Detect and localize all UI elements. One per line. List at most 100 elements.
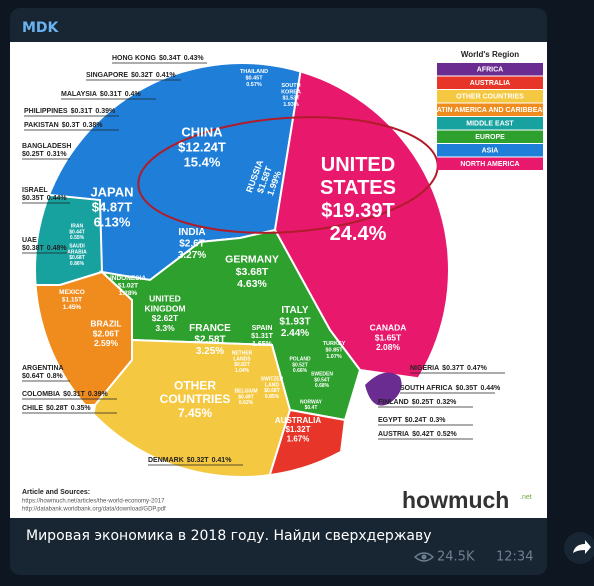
legend-swatch <box>437 117 543 130</box>
country-text: $2.06T <box>93 328 120 338</box>
brand-suffix: .net <box>520 494 532 501</box>
gdp-share: 0.35% <box>71 405 92 412</box>
country-text: CHINA <box>181 124 223 139</box>
country-text: $0.49T <box>238 394 254 400</box>
country-text: 0.86% <box>70 261 85 267</box>
country-text: STATES <box>320 177 396 199</box>
callout-label: ISRAEL <box>22 187 48 194</box>
country-text: $2.62T <box>152 313 179 323</box>
country-name: BANGLADESH <box>22 143 71 150</box>
gdp-value: $0.31T <box>100 91 123 98</box>
country-text: AUSTRALIA <box>275 416 321 425</box>
australia-shape <box>260 408 347 476</box>
country-text: TURKEY <box>323 341 346 347</box>
gdp-value: $0.35T <box>22 195 45 202</box>
country-text: 4.63% <box>237 278 267 290</box>
gdp-value: $0.35T <box>456 385 479 392</box>
country-text: COUNTRIES <box>160 392 231 406</box>
gdp-value: $0.32T <box>131 72 154 79</box>
legend-label: AUSTRALIA <box>470 80 510 87</box>
country-text: $0.45T <box>245 75 263 81</box>
country-text: FRANCE <box>189 323 231 334</box>
gdp-value: $0.38T <box>22 245 45 252</box>
country-text: $1.53T <box>282 96 300 102</box>
gdp-share: 0.52% <box>437 431 458 438</box>
country-text: SWEDEN <box>311 372 333 378</box>
gdp-value: $0.34T <box>159 55 182 62</box>
gdp-share: 0.39% <box>95 108 116 115</box>
country-label: INDIA$2.6T3.27% <box>178 227 206 261</box>
gdp-share: 0.48% <box>47 245 68 252</box>
africa-shape <box>365 372 402 406</box>
gdp-share: 0.31% <box>47 151 68 158</box>
legend-swatch <box>437 90 543 103</box>
gdp-value: $0.24T <box>405 417 428 424</box>
gdp-value: $0.42T <box>412 431 435 438</box>
views: 24.5K <box>437 550 475 565</box>
callout-label: EGYPT $0.24T 0.3% <box>378 417 446 424</box>
legend-label: EUROPE <box>475 134 505 141</box>
callout-label: DENMARK $0.32T 0.41% <box>148 457 232 464</box>
country-text: 7.45% <box>178 406 212 420</box>
callout-label: NIGERIA $0.37T 0.47% <box>410 365 488 372</box>
country-text: BELGIUM <box>234 389 257 395</box>
callout-label: $0.25T 0.31% <box>22 151 67 158</box>
country-text: NORWAY <box>300 399 323 405</box>
gdp-share: 0.8% <box>47 373 64 380</box>
country-text: 0.55% <box>70 235 85 241</box>
country-name: EGYPT <box>378 417 402 424</box>
country-text: 0.68% <box>315 383 330 389</box>
country-name: NIGERIA <box>410 365 439 372</box>
channel-name[interactable]: MDK <box>22 20 60 36</box>
callout-label: ARGENTINA <box>22 365 64 372</box>
country-text: 3.3% <box>155 323 175 333</box>
gdp-share: 0.38% <box>83 122 104 129</box>
gdp-share: 0.44% <box>480 385 501 392</box>
legend-label: AFRICA <box>477 66 503 73</box>
country-name: SOUTH AFRICA <box>400 385 453 392</box>
gdp-value: $0.25T <box>22 151 45 158</box>
country-text: $1.15T <box>62 297 82 304</box>
callout-label: HONG KONG $0.34T 0.43% <box>112 55 204 62</box>
callout-label: PAKISTAN $0.3T 0.38% <box>24 122 103 129</box>
country-text: $19.39T <box>321 200 394 222</box>
gdp-value: $0.3T <box>62 122 81 129</box>
gdp-share: 0.44% <box>47 195 68 202</box>
country-text: 1.04% <box>235 368 250 374</box>
caption: Мировая экономика в 2018 году. Найди све… <box>26 528 432 544</box>
country-text: ITALY <box>281 305 309 316</box>
callout-label: CHILE $0.28T 0.35% <box>22 405 91 412</box>
country-text: 1.28% <box>119 290 138 297</box>
callout-label: SOUTH AFRICA $0.35T 0.44% <box>400 385 501 392</box>
country-text: POLAND <box>289 357 311 363</box>
country-name: FINLAND <box>378 399 409 406</box>
gdp-share: 0.39% <box>88 391 109 398</box>
country-text: 1.65% <box>252 341 273 348</box>
country-text: 1.93% <box>283 102 299 108</box>
gdp-share: 0.43% <box>184 55 205 62</box>
callout-label: MALAYSIA $0.31T 0.4% <box>61 91 141 98</box>
country-text: OTHER <box>174 378 216 392</box>
brand: howmuch <box>402 487 509 513</box>
country-text: $2.58T <box>194 335 225 346</box>
legend-swatch <box>437 76 543 89</box>
gdp-share: 0.41% <box>156 72 177 79</box>
country-text: UNITED <box>149 294 181 304</box>
country-text: SPAIN <box>252 325 273 332</box>
country-text: NETHER <box>232 351 253 357</box>
country-text: $1.02T <box>118 283 138 290</box>
country-text: MEXICO <box>59 289 85 296</box>
country-text: JAPAN <box>90 184 133 199</box>
